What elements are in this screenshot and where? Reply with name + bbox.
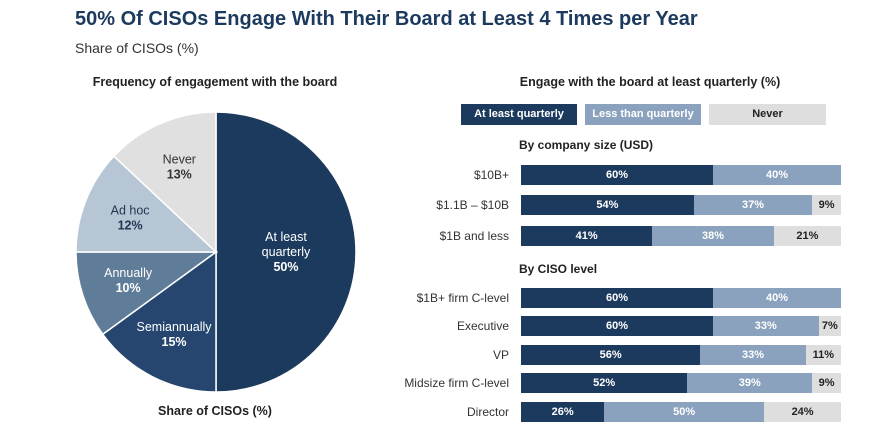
row-label-midsize-firm-c-level: Midsize firm C-level <box>404 376 509 390</box>
row-label-vp: VP <box>492 348 509 362</box>
pie-slice-annually <box>75 251 219 336</box>
legend-less-than-quarterly: Less than quarterly <box>585 104 701 125</box>
bar-segment-at-least-quarterly: 54% <box>521 195 694 215</box>
pie-slice-semiannually <box>101 250 217 393</box>
stacked-bar-1-1b-10b: 54% 37% 9% <box>521 195 841 215</box>
pie-chart-title: Frequency of engagement with the board <box>92 75 338 89</box>
stacked-bar-1b-firm-c-level: 60% 40% <box>521 288 841 308</box>
row-label-1b-and-less: $1B and less <box>439 229 509 243</box>
section-title-company-size: By company size (USD) <box>519 138 654 152</box>
pie-label-semiannually: Semiannually 15% <box>137 320 213 349</box>
stacked-bar-10b: 60% 40% <box>521 165 841 185</box>
stacked-bar-director: 26% 50% 24% <box>521 402 841 422</box>
row-label-1b-firm-c-level: $1B+ firm C-level <box>416 291 509 305</box>
bar-segment-never: 9% <box>812 373 841 393</box>
stacked-bar-midsize-firm-c-level: 52% 39% 9% <box>521 373 841 393</box>
bar-segment-less-than-quarterly: 50% <box>604 402 765 422</box>
pie-chart-footer: Share of CISOs (%) <box>158 404 272 418</box>
pie-label-never: Never 13% <box>163 153 196 182</box>
legend-never: Never <box>709 104 826 125</box>
legend-at-least-quarterly: At least quarterly <box>461 104 577 125</box>
bar-segment-less-than-quarterly: 33% <box>713 316 819 336</box>
stacked-bar-vp: 56% 33% 11% <box>521 345 841 365</box>
bar-segment-less-than-quarterly: 33% <box>700 345 806 365</box>
bar-segment-at-least-quarterly: 26% <box>521 402 605 422</box>
bar-chart-title: Engage with the board at least quarterly… <box>519 75 781 89</box>
bar-segment-at-least-quarterly: 60% <box>521 288 713 308</box>
pie-label-at-least-quarterly: At least quarterly 50% <box>262 230 311 274</box>
row-label-1-1b-10b: $1.1B – $10B <box>436 198 509 212</box>
bar-segment-less-than-quarterly: 38% <box>652 226 774 246</box>
bar-segment-at-least-quarterly: 60% <box>521 316 713 336</box>
row-label-executive: Executive <box>456 319 509 333</box>
bar-segment-never: 24% <box>764 402 841 422</box>
pie-chart: At least quarterly 50% Semiannually 15% Annua… <box>75 111 357 393</box>
pie-label-ad-hoc: Ad hoc 12% <box>111 203 150 232</box>
pie-slice-ad-hoc <box>75 155 218 253</box>
bar-segment-at-least-quarterly: 52% <box>521 373 688 393</box>
bar-segment-never: 11% <box>805 345 841 365</box>
bar-segment-at-least-quarterly: 41% <box>521 226 653 246</box>
bar-segment-less-than-quarterly: 39% <box>687 373 813 393</box>
bar-segment-less-than-quarterly: 40% <box>713 165 841 185</box>
page-title: 50% Of CISOs Engage With Their Board at … <box>75 8 698 30</box>
page-subtitle: Share of CISOs (%) <box>75 40 199 56</box>
bar-segment-never: 9% <box>812 195 841 215</box>
bar-segment-never: 7% <box>818 316 841 336</box>
pie-slice-never <box>112 111 217 254</box>
bar-segment-at-least-quarterly: 60% <box>521 165 713 185</box>
stacked-bar-1b-and-less: 41% 38% 21% <box>521 226 841 246</box>
row-label-10b: $10B+ <box>473 168 509 182</box>
section-title-ciso-level: By CISO level <box>519 262 598 276</box>
row-label-director: Director <box>466 405 509 419</box>
pie-slice-at-least-quarterly <box>215 111 357 393</box>
bar-segment-less-than-quarterly: 40% <box>713 288 841 308</box>
pie-label-annually: Annually 10% <box>104 266 153 295</box>
bar-segment-less-than-quarterly: 37% <box>693 195 813 215</box>
bar-segment-never: 21% <box>773 226 841 246</box>
bar-segment-at-least-quarterly: 56% <box>521 345 701 365</box>
stacked-bar-executive: 60% 33% 7% <box>521 316 841 336</box>
